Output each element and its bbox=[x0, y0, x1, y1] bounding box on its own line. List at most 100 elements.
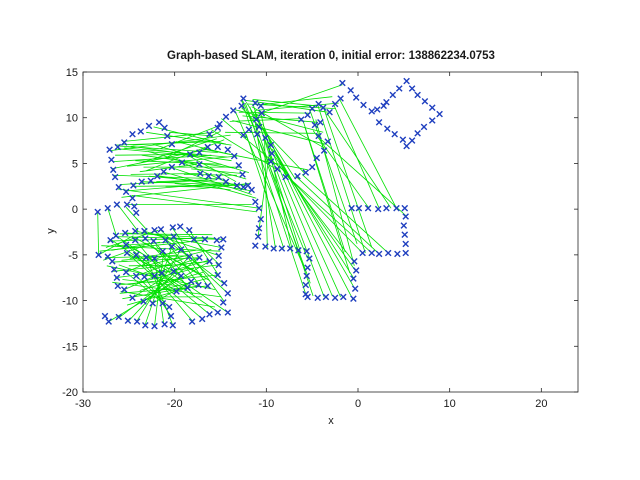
y-tick-label: -20 bbox=[62, 387, 78, 399]
pose-marker bbox=[317, 119, 324, 126]
edge-line bbox=[229, 118, 303, 122]
pose-marker bbox=[123, 201, 131, 208]
pose-marker bbox=[206, 311, 213, 318]
edge-line bbox=[245, 134, 285, 249]
axes bbox=[82, 71, 579, 393]
pose-marker bbox=[215, 261, 222, 269]
pose-marker bbox=[252, 99, 259, 107]
pose-marker bbox=[186, 226, 193, 234]
edge-line bbox=[145, 242, 210, 281]
edge-line bbox=[144, 230, 220, 257]
pose-marker bbox=[197, 170, 204, 177]
pose-marker bbox=[131, 203, 138, 210]
edge-line bbox=[125, 271, 164, 304]
pose-marker bbox=[324, 138, 332, 145]
pose-marker bbox=[400, 222, 408, 229]
pose-marker bbox=[267, 158, 275, 165]
pose-marker bbox=[111, 173, 119, 181]
edge-line bbox=[162, 171, 257, 199]
pose-marker bbox=[138, 178, 145, 185]
pose-marker bbox=[239, 171, 246, 178]
pose-marker bbox=[374, 205, 382, 213]
pose-marker bbox=[303, 247, 310, 255]
pose-marker bbox=[311, 121, 319, 129]
pose-marker bbox=[196, 254, 203, 261]
pose-marker bbox=[294, 172, 301, 180]
edge-line bbox=[120, 291, 216, 308]
edge-line bbox=[98, 235, 134, 256]
pose-marker bbox=[150, 237, 157, 245]
pose-marker bbox=[165, 303, 173, 311]
pose-marker bbox=[130, 182, 137, 189]
pose-marker bbox=[352, 267, 360, 274]
pose-marker bbox=[151, 226, 158, 234]
pose-marker bbox=[124, 317, 132, 324]
edge-line bbox=[159, 126, 217, 150]
pose-marker bbox=[115, 183, 122, 191]
pose-marker bbox=[308, 163, 316, 171]
y-tick-label: 0 bbox=[72, 204, 78, 216]
pose-marker bbox=[320, 147, 328, 154]
pose-marker bbox=[104, 253, 111, 260]
pose-marker bbox=[258, 109, 266, 117]
pose-marker bbox=[339, 79, 346, 87]
edge-line bbox=[241, 107, 306, 174]
pose-marker bbox=[402, 249, 409, 257]
pose-marker bbox=[110, 266, 118, 273]
pose-marker bbox=[187, 278, 195, 285]
pose-marker bbox=[188, 318, 196, 325]
pose-marker bbox=[389, 91, 397, 99]
pose-marker bbox=[255, 204, 263, 212]
pose-marker bbox=[198, 315, 206, 323]
pose-marker bbox=[262, 134, 269, 142]
edge-line bbox=[125, 207, 148, 231]
pose-marker bbox=[340, 293, 347, 301]
edge-line bbox=[154, 259, 209, 277]
pose-marker bbox=[113, 201, 121, 208]
pose-marker bbox=[215, 252, 222, 260]
pose-marker bbox=[169, 224, 177, 231]
pose-marker bbox=[219, 299, 227, 306]
pose-marker bbox=[245, 126, 253, 133]
chart-title: Graph-based SLAM, iteration 0, initial e… bbox=[167, 50, 495, 62]
pose-marker bbox=[205, 172, 212, 180]
pose-marker bbox=[177, 246, 185, 253]
edge-line bbox=[257, 147, 271, 237]
pose-marker bbox=[230, 107, 237, 114]
pose-marker bbox=[420, 123, 428, 131]
edge-line bbox=[202, 148, 308, 171]
edge-line bbox=[171, 227, 225, 302]
edge-line bbox=[128, 264, 187, 267]
pose-marker bbox=[252, 116, 260, 123]
pose-marker bbox=[170, 268, 178, 275]
pose-marker bbox=[133, 318, 141, 325]
pose-marker bbox=[384, 125, 391, 132]
pose-marker bbox=[326, 108, 333, 116]
edge-line bbox=[138, 138, 217, 164]
edge-line bbox=[238, 111, 309, 114]
pose-marker bbox=[129, 194, 136, 202]
edge-line bbox=[271, 148, 354, 278]
y-tick-label: 15 bbox=[66, 67, 78, 79]
pose-marker bbox=[162, 236, 169, 244]
pose-marker bbox=[257, 215, 265, 223]
pose-marker bbox=[161, 124, 168, 132]
pose-marker bbox=[149, 300, 156, 307]
edge-line bbox=[312, 130, 370, 209]
pose-marker bbox=[122, 188, 130, 196]
pose-marker bbox=[137, 128, 145, 135]
pose-marker bbox=[186, 253, 193, 260]
pose-marker bbox=[401, 231, 409, 238]
y-tick-label: -5 bbox=[68, 250, 78, 262]
y-tick-label: 5 bbox=[72, 158, 78, 170]
pose-marker bbox=[168, 140, 176, 148]
pose-marker bbox=[95, 251, 102, 259]
pose-marker bbox=[303, 272, 310, 280]
pose-marker bbox=[104, 204, 111, 212]
edge-line bbox=[141, 249, 212, 268]
pose-marker bbox=[286, 245, 294, 252]
pose-marker bbox=[408, 85, 416, 92]
edge-line bbox=[169, 131, 214, 137]
pose-marker bbox=[364, 204, 372, 212]
edge-line bbox=[283, 172, 363, 254]
